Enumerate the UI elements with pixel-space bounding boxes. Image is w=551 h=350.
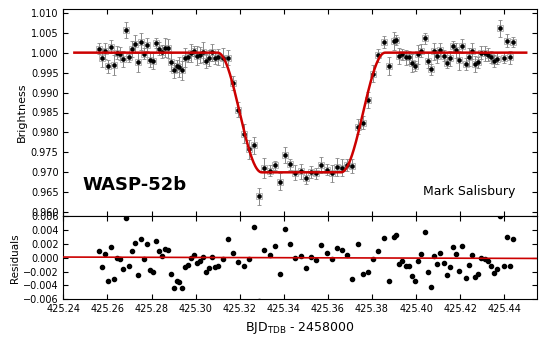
Y-axis label: Residuals: Residuals bbox=[10, 233, 20, 282]
Text: WASP-52b: WASP-52b bbox=[82, 176, 186, 194]
X-axis label: BJD$_{\mathregular{TDB}}$ - 2458000: BJD$_{\mathregular{TDB}}$ - 2458000 bbox=[245, 320, 355, 336]
Y-axis label: Brightness: Brightness bbox=[17, 83, 26, 142]
Text: Mark Salisbury: Mark Salisbury bbox=[424, 185, 516, 198]
